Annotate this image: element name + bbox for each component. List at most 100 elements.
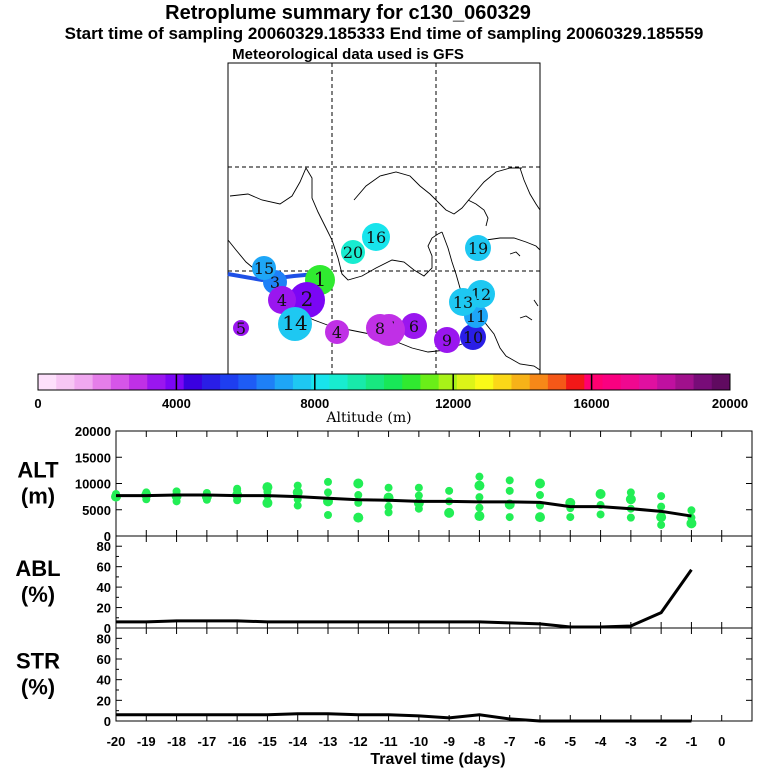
str-ytick-label: 0 xyxy=(104,714,111,729)
x-tick-label: -10 xyxy=(409,734,428,749)
colorbar-swatch xyxy=(438,374,458,390)
alt-scatter-point xyxy=(474,480,485,491)
map-point: 19 xyxy=(465,235,491,261)
alt-scatter-point xyxy=(384,483,393,492)
map-point-label: 13 xyxy=(453,293,473,312)
colorbar-swatch xyxy=(38,374,57,390)
x-axis-label: Travel time (days) xyxy=(370,751,505,768)
alt-scatter-point xyxy=(354,491,363,500)
alt-scatter-point xyxy=(626,488,635,497)
alt-scatter-point xyxy=(353,478,364,489)
map-point-label: 6 xyxy=(409,317,419,336)
colorbar-swatch xyxy=(365,374,385,390)
colorbar-swatch xyxy=(475,374,494,390)
colorbar-swatch xyxy=(402,374,421,390)
alt-scatter-point xyxy=(566,513,575,522)
map-point-label: 15 xyxy=(254,259,274,278)
x-tick-label: -9 xyxy=(443,734,455,749)
abl-ylabel-bottom: (%) xyxy=(21,582,55,607)
x-tick-label: -15 xyxy=(258,734,277,749)
x-tick-label: -20 xyxy=(107,734,126,749)
colorbar-swatch xyxy=(493,374,512,390)
abl-ytick-label: 40 xyxy=(97,580,111,595)
str-ytick-label: 80 xyxy=(97,631,111,646)
map-point: 5 xyxy=(233,319,249,338)
x-tick-label: -8 xyxy=(474,734,486,749)
map-point-marker xyxy=(341,240,365,264)
str-ytick-label: 60 xyxy=(97,652,111,667)
map-point-label: 9 xyxy=(442,331,452,350)
x-tick-label: -7 xyxy=(504,734,516,749)
colorbar-tick-label: 20000 xyxy=(712,396,748,411)
map-point-label: 14 xyxy=(282,311,307,335)
str-panel: 80 60 40 20 0 STR(%) xyxy=(16,627,753,729)
alt-scatter-point xyxy=(324,477,332,486)
colorbar-swatch xyxy=(165,374,185,390)
str-frame xyxy=(115,627,753,722)
alt-scatter-point xyxy=(172,487,181,496)
colorbar-tick-label: 4000 xyxy=(162,396,191,411)
colorbar-swatch xyxy=(147,374,166,390)
abl-ytick-label: 60 xyxy=(97,560,111,575)
map-point-marker xyxy=(465,235,491,261)
map-panel: 1234456789101112131415161920 xyxy=(227,62,541,376)
map-point-marker xyxy=(460,324,486,350)
map-point: 8 xyxy=(366,314,394,342)
colorbar-swatch xyxy=(311,374,330,390)
alt-scatter-point xyxy=(292,487,303,498)
str-ylabel-bottom: (%) xyxy=(21,675,55,700)
colorbar-swatch xyxy=(693,374,713,390)
x-tick-label: -3 xyxy=(625,734,637,749)
colorbar-swatch xyxy=(547,374,567,390)
alt-panel: 20000 15000 10000 5000 0 ALT(m) xyxy=(17,424,753,544)
alt-scatter-point xyxy=(324,488,332,497)
map-point-label: 19 xyxy=(468,239,488,258)
abl-ytick-label: 20 xyxy=(97,601,111,616)
str-ytick-label: 20 xyxy=(97,693,111,708)
alt-scatter-point xyxy=(384,508,393,517)
x-tick-label: -19 xyxy=(137,734,156,749)
x-tick-label: -1 xyxy=(686,734,698,749)
map-point-label: 4 xyxy=(277,291,287,310)
x-tick-label: 0 xyxy=(718,734,725,749)
alt-scatter-point xyxy=(505,476,514,485)
alt-scatter-point xyxy=(293,501,302,510)
alt-median-line xyxy=(116,493,692,518)
colorbar-swatch xyxy=(675,374,694,390)
alt-scatter-point xyxy=(262,497,273,508)
alt-scatter-point xyxy=(505,486,514,495)
alt-scatter-point xyxy=(475,503,484,512)
alt-scatter-point xyxy=(535,512,545,523)
map-point-marker xyxy=(401,313,427,339)
colorbar-swatch xyxy=(456,374,476,390)
alt-scatter-point xyxy=(414,483,423,492)
colorbar-swatch xyxy=(384,374,403,390)
alt-scatter-point xyxy=(505,513,514,522)
abl-line xyxy=(116,568,693,629)
alt-frame xyxy=(115,430,753,537)
x-tick-label: -13 xyxy=(319,734,338,749)
map-point-marker xyxy=(278,307,312,341)
alt-scatter-point xyxy=(657,502,666,511)
colorbar-label: Altitude (m) xyxy=(325,410,411,426)
alt-scatter-point xyxy=(293,481,302,490)
colorbar-swatch xyxy=(566,374,585,390)
map-point: 9 xyxy=(434,327,460,353)
sampling-time-subtitle: Start time of sampling 20060329.185333 E… xyxy=(64,24,704,43)
map-point-label: 16 xyxy=(366,228,386,247)
x-tick-label: -2 xyxy=(655,734,667,749)
alt-scatter-point xyxy=(535,478,545,489)
colorbar-swatch xyxy=(74,374,94,390)
colorbar-swatch xyxy=(201,374,221,390)
colorbar-swatch xyxy=(347,374,367,390)
alt-scatter-point xyxy=(657,520,666,529)
x-tick-label: -6 xyxy=(534,734,546,749)
alt-ylabel-top: ALT xyxy=(17,458,59,483)
map-point-label: 3 xyxy=(270,273,280,292)
alt-scatter-point xyxy=(475,493,484,502)
colorbar-frame xyxy=(37,373,731,391)
abl-ytick-label: 80 xyxy=(97,539,111,554)
colorbar-swatch xyxy=(420,374,440,390)
x-tick-label: -17 xyxy=(197,734,216,749)
